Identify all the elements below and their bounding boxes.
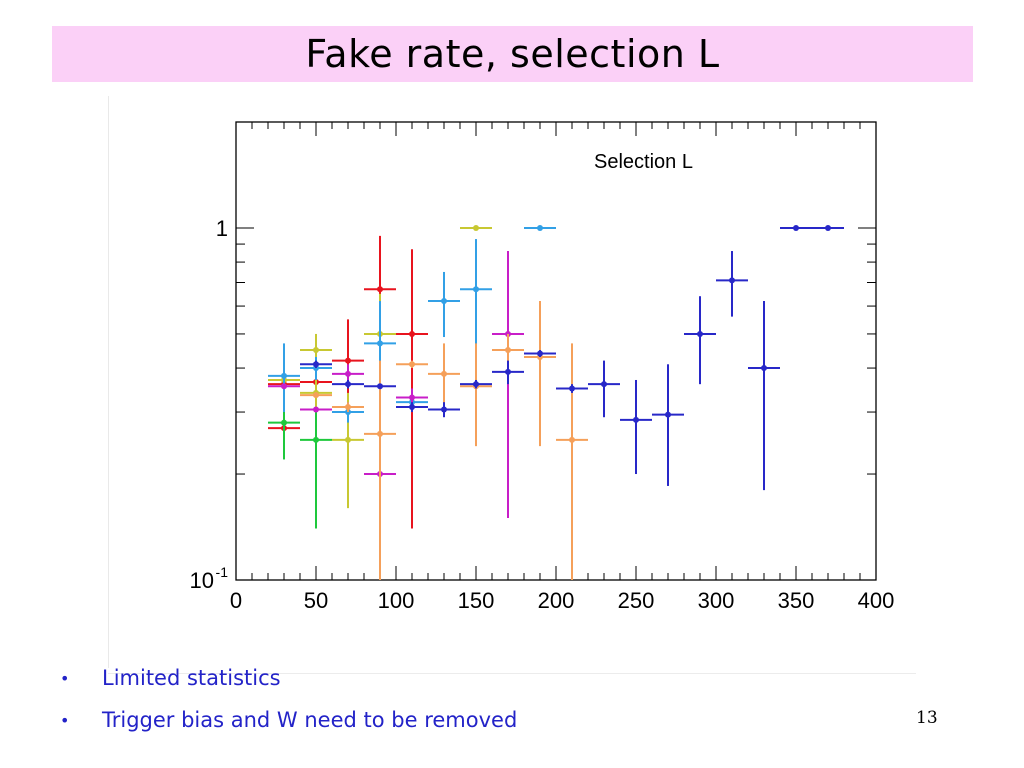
data-point	[281, 383, 287, 390]
x-tick-label: 350	[778, 588, 815, 613]
x-tick-label: 400	[858, 588, 895, 613]
data-point	[313, 347, 319, 354]
data-point	[441, 298, 447, 305]
data-point	[505, 368, 511, 375]
data-point	[665, 411, 671, 418]
chart-annotation: Selection L	[594, 151, 693, 173]
data-point	[825, 224, 831, 231]
data-point	[761, 365, 767, 372]
data-point	[409, 361, 415, 368]
data-point	[409, 330, 415, 337]
data-point	[537, 224, 543, 231]
data-point	[537, 350, 543, 357]
data-point	[345, 370, 351, 377]
data-point	[377, 430, 383, 437]
bullet-marker: •	[60, 711, 70, 730]
data-point	[729, 277, 735, 284]
data-point	[601, 381, 607, 388]
data-point	[345, 357, 351, 364]
data-point	[441, 370, 447, 377]
data-point	[409, 404, 415, 411]
x-tick-label: 50	[304, 588, 328, 613]
bullet-marker: •	[60, 669, 70, 688]
data-point	[697, 330, 703, 337]
page-number: 13	[916, 708, 938, 728]
x-tick-label: 300	[698, 588, 735, 613]
data-point	[313, 406, 319, 413]
data-point	[569, 385, 575, 392]
data-point	[345, 404, 351, 411]
data-point	[473, 381, 479, 388]
data-point	[569, 436, 575, 443]
data-point	[505, 347, 511, 354]
data-point	[377, 340, 383, 347]
data-point	[473, 224, 479, 231]
data-point	[345, 381, 351, 388]
data-point	[281, 372, 287, 379]
y-tick-label-exponent: -1	[216, 564, 229, 580]
divider-horizontal	[108, 673, 916, 674]
y-tick-label: 1	[216, 216, 228, 241]
data-point	[345, 436, 351, 443]
bullet-text: Limited statistics	[102, 666, 281, 690]
data-point	[377, 286, 383, 293]
data-point	[281, 419, 287, 426]
data-point	[441, 406, 447, 413]
bullet-text: Trigger bias and W need to be removed	[102, 708, 518, 732]
data-point	[377, 383, 383, 390]
data-point	[473, 286, 479, 293]
data-point	[313, 392, 319, 399]
y-tick-label: 10	[190, 568, 214, 593]
x-tick-label: 250	[618, 588, 655, 613]
title-bar: Fake rate, selection L	[52, 26, 973, 82]
x-tick-label: 100	[378, 588, 415, 613]
x-tick-label: 150	[458, 588, 495, 613]
x-tick-label: 0	[230, 588, 242, 613]
data-point	[793, 224, 799, 231]
data-point	[313, 361, 319, 368]
slide-title: Fake rate, selection L	[305, 32, 720, 76]
data-point	[409, 394, 415, 401]
data-point	[633, 416, 639, 423]
x-tick-label: 200	[538, 588, 575, 613]
divider-vertical	[108, 96, 109, 668]
data-point	[313, 436, 319, 443]
